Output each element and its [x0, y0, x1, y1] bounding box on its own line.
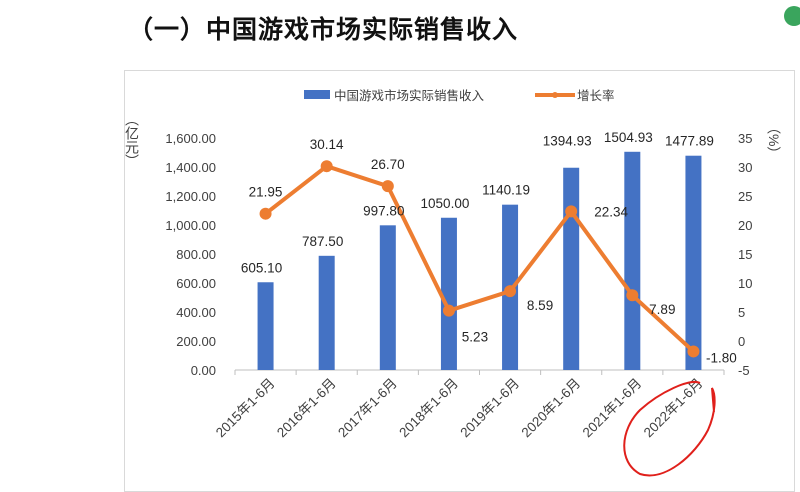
bar: [563, 167, 580, 370]
right-axis-label: （%）: [766, 120, 782, 160]
combo-chart: 中国游戏市场实际销售收入 增长率 （亿元） （%） 0.00 200.00 400.…: [124, 88, 782, 477]
bar: [379, 225, 396, 370]
left-tick-label: 1,400.00: [165, 160, 216, 175]
left-tick-label: 200.00: [176, 334, 216, 349]
app-badge-icon[interactable]: [784, 6, 800, 26]
growth-line: [264, 164, 695, 353]
left-axis-label: （亿元）: [124, 112, 140, 168]
right-tick-label: 20: [738, 218, 752, 233]
right-tick-label: 10: [738, 276, 752, 291]
line-data-label: 21.95: [249, 185, 283, 200]
red-circle-annotation: [623, 381, 716, 477]
bar-data-label: 1477.89: [665, 134, 714, 149]
growth-point: [504, 285, 517, 298]
x-tick-label: 2021年1-6月: [580, 376, 645, 441]
line-data-label: 7.89: [649, 302, 675, 317]
left-tick-label: 1,200.00: [165, 189, 216, 204]
growth-point: [687, 345, 700, 358]
bar: [624, 151, 641, 370]
right-tick-label: -5: [738, 363, 750, 378]
bar-data-label: 1504.93: [604, 130, 653, 145]
legend-label-bar: 中国游戏市场实际销售收入: [334, 88, 485, 103]
x-tick-label: 2016年1-6月: [274, 376, 339, 441]
growth-point: [442, 304, 455, 317]
x-tick-label: 2018年1-6月: [396, 376, 461, 441]
growth-point: [320, 160, 333, 173]
x-tick-label: 2015年1-6月: [213, 376, 278, 441]
bar: [257, 282, 274, 370]
right-tick-label: 35: [738, 131, 752, 146]
bar-data-label: 997.80: [363, 203, 404, 218]
x-tick-label: 2019年1-6月: [457, 376, 522, 441]
legend-marker: [552, 92, 558, 98]
growth-point: [626, 289, 639, 302]
bar: [685, 155, 702, 370]
right-tick-label: 0: [738, 334, 745, 349]
right-tick-label: 5: [738, 305, 745, 320]
bar-data-label: 787.50: [302, 234, 343, 249]
line-data-label: 22.34: [594, 204, 628, 219]
x-tick-label: 2022年1-6月: [641, 376, 706, 441]
right-tick-label: 30: [738, 160, 752, 175]
line-data-label: 5.23: [462, 330, 488, 345]
growth-point: [565, 205, 578, 218]
left-tick-label: 1,600.00: [165, 131, 216, 146]
page-title: （一）中国游戏市场实际销售收入: [128, 15, 519, 44]
bar-data-label: 1140.19: [482, 183, 530, 198]
legend-label-line: 增长率: [577, 88, 615, 103]
bar-data-label: 1050.00: [421, 196, 470, 211]
legend: 中国游戏市场实际销售收入 增长率: [304, 88, 615, 103]
growth-point: [381, 180, 394, 193]
x-tick-label: 2020年1-6月: [519, 376, 584, 441]
bar-data-label: 1394.93: [543, 134, 592, 149]
bar: [440, 217, 457, 370]
line-data-label: 8.59: [527, 298, 553, 313]
x-tick-label: 2017年1-6月: [335, 376, 400, 441]
legend-swatch-bar: [304, 90, 330, 99]
bar: [318, 255, 335, 370]
line-data-label: 30.14: [310, 137, 344, 152]
right-tick-label: 15: [738, 247, 752, 262]
growth-point: [259, 207, 272, 220]
line-data-label: 26.70: [371, 157, 405, 172]
right-tick-label: 25: [738, 189, 752, 204]
bar-data-label: 605.10: [241, 260, 282, 275]
left-tick-label: 800.00: [176, 247, 216, 262]
left-tick-label: 400.00: [176, 305, 216, 320]
left-tick-label: 0.00: [191, 363, 216, 378]
left-tick-label: 1,000.00: [165, 218, 216, 233]
line-data-label: -1.80: [706, 350, 737, 365]
left-tick-label: 600.00: [176, 276, 216, 291]
